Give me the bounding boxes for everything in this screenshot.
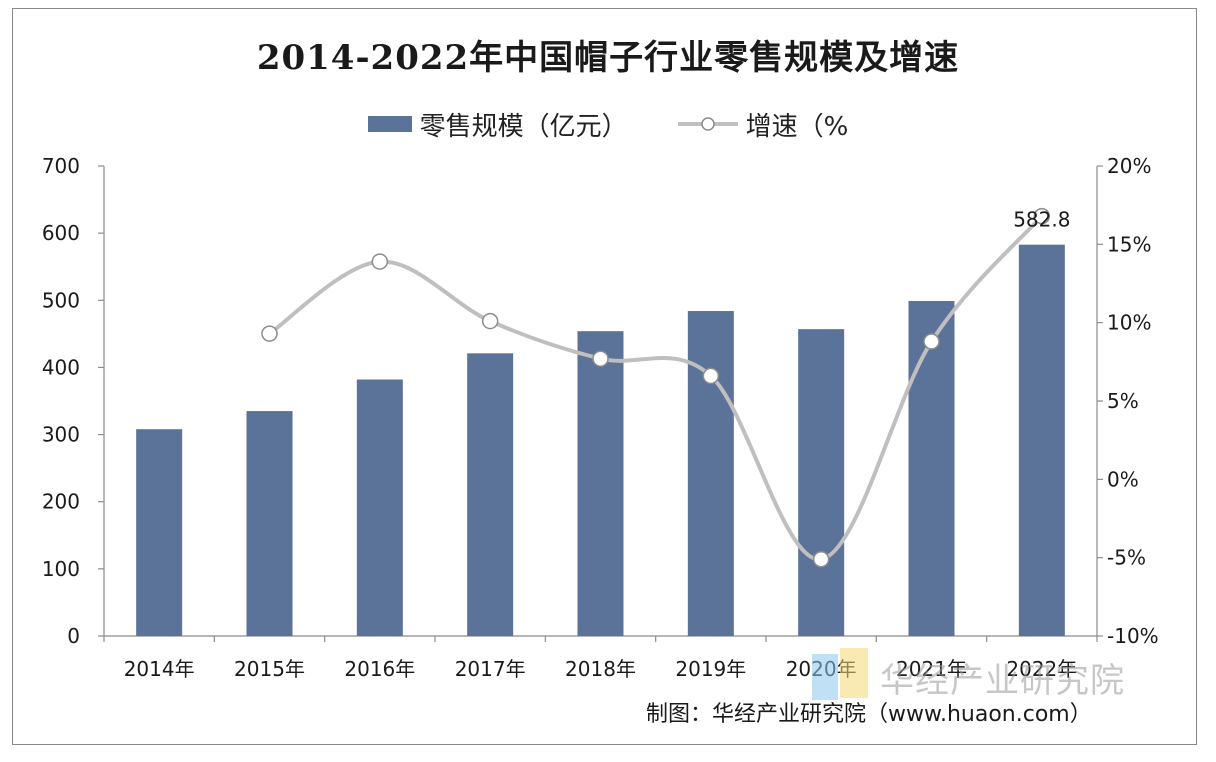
- x-tick-label: 2014年: [124, 657, 195, 681]
- growth-point: [481, 312, 499, 330]
- bar-data-label: 582.8: [1013, 208, 1070, 232]
- x-tick-label: 2021年: [896, 657, 967, 681]
- right-tick-label: 10%: [1107, 311, 1151, 335]
- growth-point: [702, 367, 720, 385]
- x-tick-label: 2015年: [234, 657, 305, 681]
- x-tick-label: 2019年: [675, 657, 746, 681]
- left-tick-label: 600: [42, 221, 80, 245]
- bar: [798, 329, 845, 636]
- growth-point: [371, 253, 389, 270]
- right-tick-label: 15%: [1107, 232, 1151, 256]
- left-tick-label: 200: [42, 490, 80, 514]
- right-tick-label: 20%: [1107, 154, 1151, 178]
- legend-bar-label: 零售规模（亿元）: [419, 111, 628, 142]
- bar: [467, 353, 514, 636]
- bar: [136, 429, 183, 636]
- left-tick-label: 400: [42, 355, 80, 379]
- left-tick-label: 0: [67, 624, 80, 648]
- x-tick-label: 2018年: [565, 657, 636, 681]
- chart-legend: 零售规模（亿元） 增速（%: [0, 104, 1216, 144]
- legend-bar-swatch: [367, 116, 412, 132]
- x-tick-label: 2016年: [344, 657, 415, 681]
- bar: [1018, 244, 1065, 637]
- left-tick-label: 700: [42, 154, 80, 178]
- legend-line-swatch: [677, 117, 738, 131]
- right-tick-label: 5%: [1107, 389, 1139, 413]
- right-tick-label: -5%: [1107, 546, 1146, 570]
- growth-point: [923, 333, 940, 350]
- left-tick-label: 100: [42, 557, 80, 581]
- growth-point: [261, 325, 278, 342]
- growth-point: [1033, 207, 1051, 225]
- bar: [246, 411, 293, 636]
- x-tick-label: 2020年: [786, 657, 857, 681]
- bar: [687, 311, 734, 636]
- x-tick-label: 2022年: [1006, 657, 1077, 681]
- left-tick-label: 300: [42, 423, 80, 447]
- bar: [908, 300, 955, 636]
- bar: [577, 331, 624, 636]
- x-tick-label: 2017年: [455, 657, 526, 681]
- legend-item-growth: 增速（%: [677, 106, 849, 143]
- chart-title: 2014-2022年中国帽子行业零售规模及增速: [256, 38, 960, 78]
- legend-item-retail-scale: 零售规模（亿元）: [367, 106, 628, 143]
- left-tick-label: 500: [42, 288, 80, 312]
- bar: [356, 379, 403, 636]
- legend-line-label: 增速（%: [745, 111, 849, 142]
- growth-point: [812, 550, 830, 568]
- right-tick-label: 0%: [1107, 467, 1139, 491]
- growth-point: [592, 350, 609, 367]
- right-tick-label: -10%: [1107, 624, 1159, 648]
- source-note: 制图：华经产业研究院（www.huaon.com）: [646, 702, 1092, 727]
